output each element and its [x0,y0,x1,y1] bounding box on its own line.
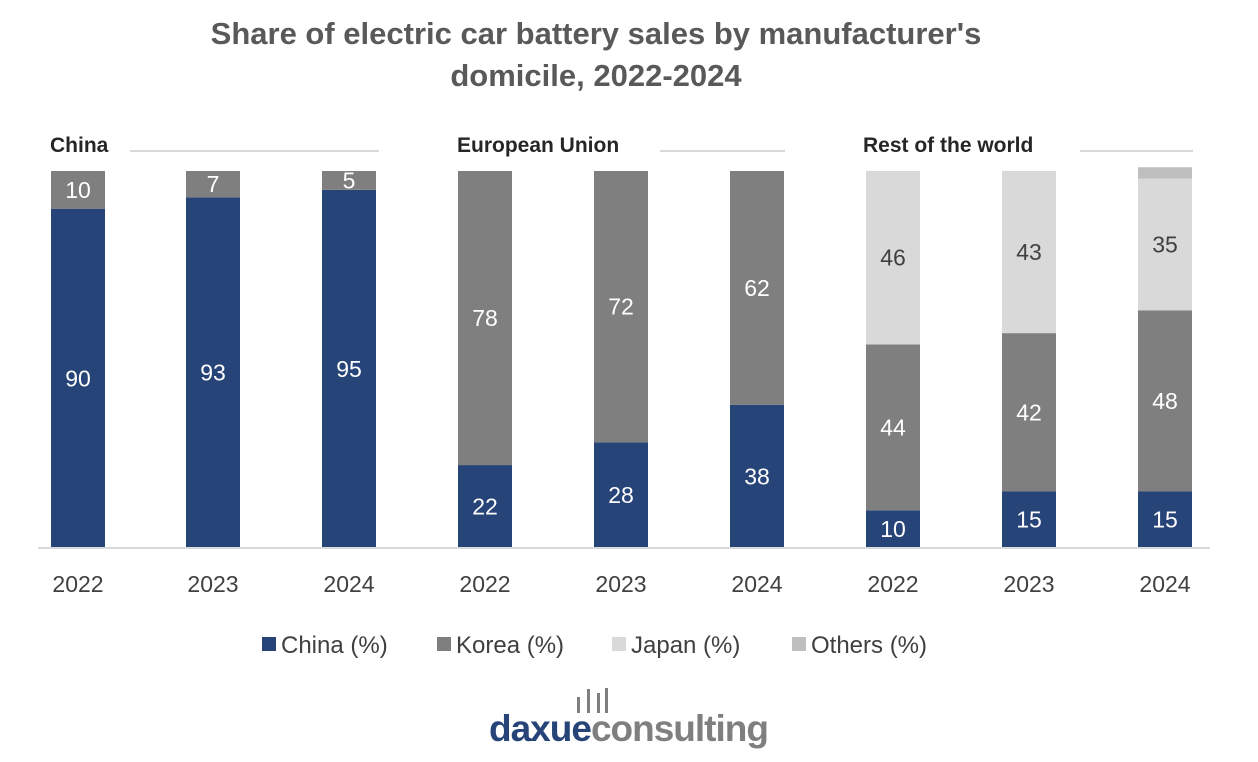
bar-segment-korea [186,171,240,198]
bar-segment-china [730,404,784,548]
bar-segment-korea [594,171,648,443]
bar-segment-china [186,197,240,548]
logo-bar [597,693,600,713]
x-tick-label: 2024 [731,571,782,597]
logo-part2: consulting [591,708,768,749]
data-label: 15 [1016,507,1042,533]
data-label: 42 [1016,399,1042,425]
legend-swatch [792,637,806,651]
data-label: 35 [1152,232,1178,258]
legend-item-china: China (%) [262,632,388,659]
stacked-bar-china-2023: 93 7 [186,171,240,548]
legend-label: Japan (%) [631,632,740,659]
bar-chart-icon [577,688,608,713]
data-label: 48 [1152,388,1178,414]
data-label: 46 [880,245,906,271]
bar-segment-japan [1002,171,1056,334]
chart-title-line: domicile, 2022-2024 [450,58,742,93]
legend-item-japan: Japan (%) [612,632,740,659]
bar-segment-korea [866,344,920,511]
data-label: 78 [472,305,498,331]
stacked-bar-european-union-2023: 28 72 [594,171,648,548]
bar-segment-korea [51,171,105,209]
bar-segment-china [1002,491,1056,548]
data-label: 28 [608,482,634,508]
panel-title: China [50,134,109,157]
data-label: 43 [1016,239,1042,265]
bar-segment-japan [1138,178,1192,311]
bar-segment-china [1138,491,1192,548]
company-logo: daxueconsulting [489,688,769,749]
legend-item-others: Others (%) [792,632,927,659]
data-label: 5 [343,167,356,193]
data-label: 10 [65,177,91,203]
chart-legend: China (%) Korea (%) Japan (%) Others (%) [262,632,927,659]
chart-title-line: Share of electric car battery sales by m… [211,16,982,51]
x-tick-label: 2023 [187,571,238,597]
bar-segment-korea [322,171,376,190]
stacked-bar-rest-of-the-world-2023: 15 42 43 [1002,171,1056,548]
x-tick-label: 2023 [1003,571,1054,597]
logo-part1: daxue [489,708,591,749]
panel-title: Rest of the world [863,134,1033,157]
stacked-bar-china-2024: 95 5 [322,167,376,548]
stacked-bar-rest-of-the-world-2024: 15 48 35 [1138,167,1192,548]
legend-label: Others (%) [811,632,927,659]
bar-segment-china [458,465,512,548]
logo-bar [587,689,590,713]
x-tick-label: 2022 [459,571,510,597]
data-label: 62 [744,275,770,301]
x-tick-label: 2024 [323,571,374,597]
legend-label: Korea (%) [456,632,564,659]
data-label: 72 [608,294,634,320]
data-label: 22 [472,494,498,520]
legend-item-korea: Korea (%) [437,632,564,659]
data-label: 7 [207,171,220,197]
data-label: 15 [1152,507,1178,533]
data-label: 38 [744,463,770,489]
data-label: 93 [200,360,226,386]
bar-segment-china [322,189,376,548]
logo-text: daxueconsulting [489,708,768,749]
bar-segment-china [594,442,648,548]
bar-segment-china [866,510,920,548]
data-label: 44 [880,414,906,440]
bar-segment-korea [458,171,512,466]
bar-segment-others [1138,167,1192,179]
bar-segment-korea [1002,333,1056,492]
legend-label: China (%) [281,632,388,659]
bar-segment-japan [866,171,920,345]
x-tick-label: 2023 [595,571,646,597]
x-tick-label: 2022 [52,571,103,597]
chart-title: Share of electric car battery sales by m… [211,16,982,93]
stacked-bar-european-union-2024: 38 62 [730,171,784,548]
bar-segment-china [51,208,105,548]
data-label: 90 [65,365,91,391]
legend-swatch [437,637,451,651]
stacked-bar-china-2022: 90 10 [51,171,105,548]
stacked-bar-european-union-2022: 22 78 [458,171,512,548]
panel-rest-of-the-world: Rest of the world 10 44 46 2022 15 42 43 2023 15 4… [863,134,1193,597]
legend-swatch [612,637,626,651]
bar-segment-korea [1138,310,1192,492]
stacked-bar-rest-of-the-world-2022: 10 44 46 [866,171,920,548]
legend-swatch [262,637,276,651]
panel-china: China 90 10 2022 93 7 2023 95 5 2024 [50,134,379,597]
x-tick-label: 2024 [1139,571,1190,597]
x-tick-label: 2022 [867,571,918,597]
bar-segment-korea [730,171,784,405]
panel-european-union: European Union 22 78 2022 28 72 2023 38 62 2024 [457,134,785,597]
panel-title: European Union [457,134,619,157]
logo-bar [605,688,608,713]
data-label: 10 [880,516,906,542]
logo-bar [577,697,580,713]
data-label: 95 [336,356,362,382]
